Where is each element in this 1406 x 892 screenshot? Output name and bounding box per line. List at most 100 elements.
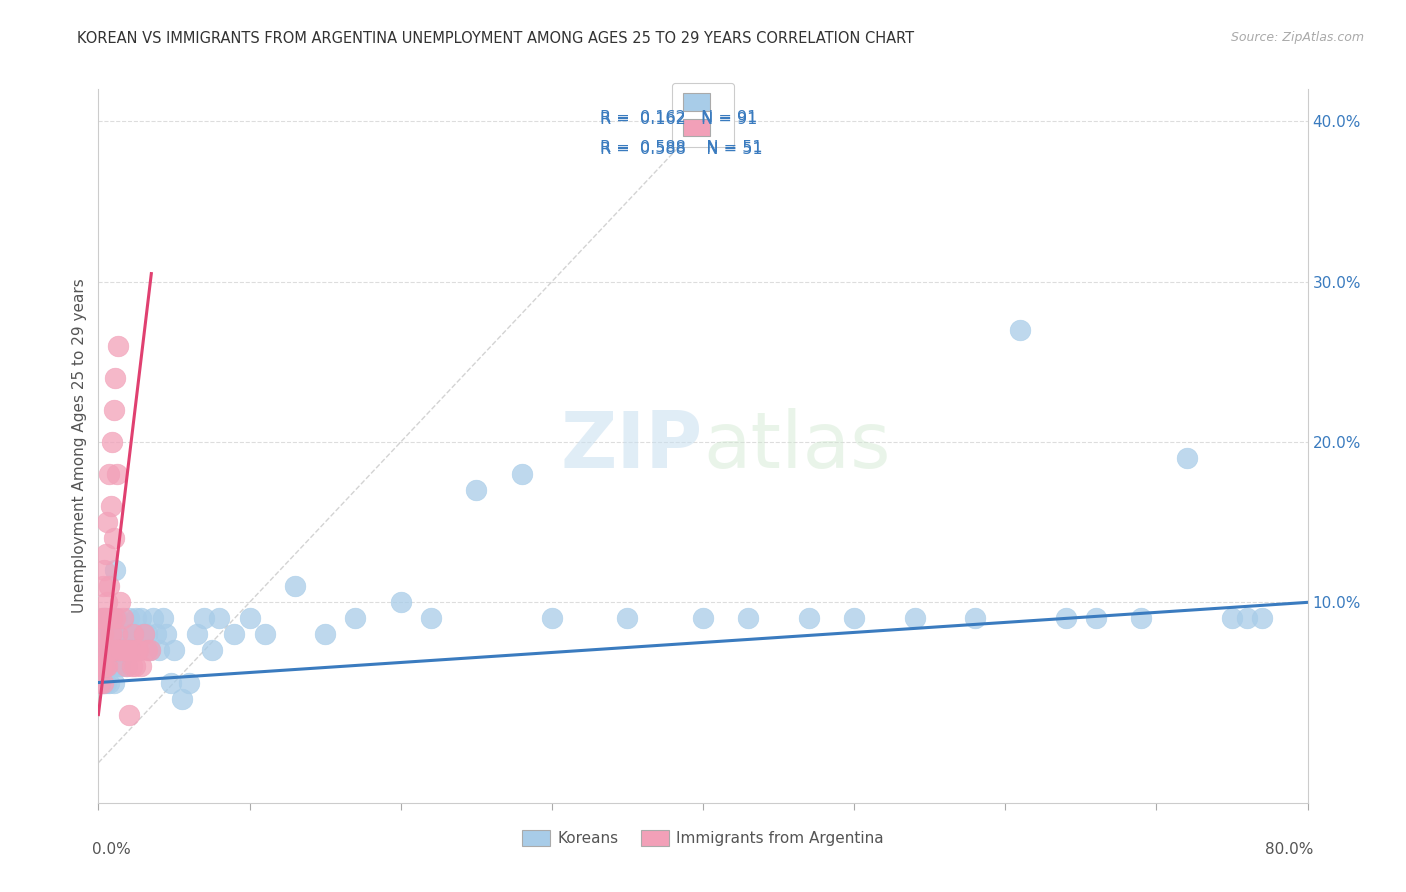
Point [1220,611,1243,625]
Point [1054,611,1077,625]
Point [103,675,125,690]
Legend: Koreans, Immigrants from Argentina: Koreans, Immigrants from Argentina [516,824,890,852]
Point [465,483,488,497]
Point [127,627,149,641]
Point [107,659,129,673]
Text: R =  0.588    N = 51: R = 0.588 N = 51 [600,142,763,157]
Point [128,643,150,657]
Point [148,643,170,657]
Point [193,611,215,625]
Point [139,643,162,657]
Point [96,627,118,641]
Point [101,611,124,625]
Point [737,611,759,625]
Point [94,611,117,625]
Point [160,675,183,690]
Point [103,531,125,545]
Point [93,675,115,690]
Point [91,627,114,641]
Point [94,659,117,673]
Point [98,467,121,481]
Point [107,339,129,353]
Point [90,627,112,641]
Text: 0.0%: 0.0% [93,842,131,857]
Point [101,659,124,673]
Point [344,611,367,625]
Point [122,643,145,657]
Point [98,643,121,657]
Point [124,659,146,673]
Point [239,611,262,625]
Point [1085,611,1108,625]
Point [120,643,142,657]
Point [100,659,122,673]
Point [121,659,143,673]
Point [540,611,562,625]
Point [89,659,111,673]
Point [142,611,165,625]
Point [94,675,117,690]
Point [108,627,131,641]
Point [91,675,114,690]
Point [89,643,111,657]
Point [100,643,122,657]
Point [105,643,128,657]
Point [125,611,148,625]
Point [94,659,117,673]
Point [93,563,115,577]
Point [152,611,174,625]
Point [104,611,127,625]
Point [115,659,138,673]
Point [135,627,157,641]
Point [1175,450,1198,465]
Point [93,643,115,657]
Point [91,643,114,657]
Point [170,691,193,706]
Point [89,675,111,690]
Point [208,611,231,625]
Point [121,627,143,641]
Point [179,675,201,690]
Point [103,643,125,657]
Point [112,643,135,657]
Point [100,611,122,625]
Point [129,659,152,673]
Point [115,643,138,657]
Point [108,595,131,609]
Text: R =  0.162   N = 91: R = 0.162 N = 91 [600,112,758,127]
Point [111,627,134,641]
Point [98,579,121,593]
Point [139,643,162,657]
Point [965,611,987,625]
Point [118,611,141,625]
Text: 80.0%: 80.0% [1265,842,1313,857]
Point [100,499,122,513]
Text: R =  0.588    N = 51: R = 0.588 N = 51 [600,140,763,155]
Point [96,659,118,673]
Point [616,611,638,625]
Point [91,611,114,625]
Point [98,627,121,641]
Point [89,643,111,657]
Point [420,611,443,625]
Point [96,515,118,529]
Point [105,611,128,625]
Y-axis label: Unemployment Among Ages 25 to 29 years: Unemployment Among Ages 25 to 29 years [72,278,87,614]
Text: R =  0.162   N = 91: R = 0.162 N = 91 [600,111,758,125]
Point [104,563,127,577]
Point [1251,611,1274,625]
Point [110,643,132,657]
Point [90,643,112,657]
Point [797,611,820,625]
Point [692,611,714,625]
Point [510,467,533,481]
Point [91,627,114,641]
Point [114,659,136,673]
Point [127,643,149,657]
Point [105,627,128,641]
Point [125,643,148,657]
Point [110,659,132,673]
Point [94,611,117,625]
Point [110,643,132,657]
Point [145,627,167,641]
